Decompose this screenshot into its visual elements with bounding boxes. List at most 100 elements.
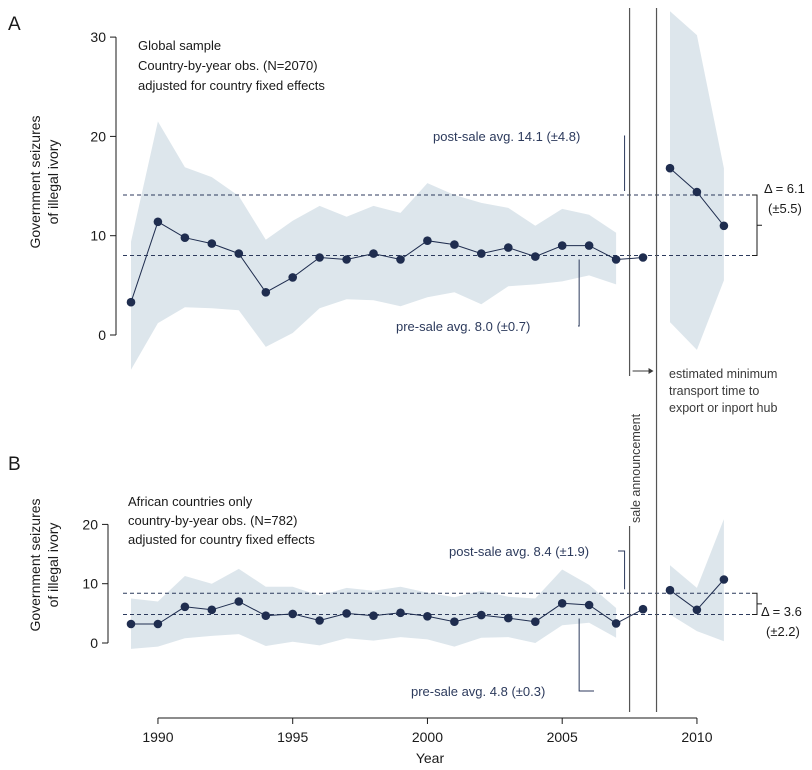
data-point-a-2006 [584, 241, 594, 250]
delta-bracket-b [752, 592, 762, 616]
data-point-b-2008 [638, 604, 648, 614]
y-tick-label-b-0: 0 [90, 635, 98, 651]
data-point-b-1995 [288, 609, 298, 619]
data-point-b-1999 [396, 608, 405, 618]
data-point-a-2003 [504, 243, 513, 252]
post-sale-connector-b [618, 550, 626, 590]
x-tick-label-1990: 1990 [142, 729, 173, 745]
data-point-b-2007 [611, 619, 621, 628]
data-point-a-1991 [180, 233, 190, 242]
panel-b-note-3: adjusted for country fixed effects [128, 532, 315, 547]
y-tick-label-a-30: 30 [90, 29, 106, 45]
data-point-b-2006 [584, 600, 594, 610]
data-point-a-1992 [207, 239, 217, 248]
band-group-b [131, 519, 724, 649]
data-point-b-1990 [153, 619, 163, 629]
data-point-a-1995 [288, 273, 298, 282]
average-guides [123, 194, 762, 616]
data-point-b-2003 [504, 613, 513, 623]
transport-arrow-head [648, 368, 654, 374]
x-tick-label-2005: 2005 [547, 729, 578, 745]
data-point-a-2011 [719, 221, 729, 231]
data-point-b-1993 [234, 597, 244, 606]
panel-letter-a: A [8, 14, 21, 35]
x-tick-label-1995: 1995 [277, 729, 308, 745]
panel-b-note-2: country-by-year obs. (N=782) [128, 513, 297, 528]
panel-a-note-3: adjusted for country fixed effects [138, 78, 325, 93]
pre-sale-label-a: pre-sale avg. 8.0 (±0.7) [396, 319, 530, 334]
y-axis-title-b-line2: of illegal ivory [45, 523, 61, 608]
data-point-b-2010 [692, 605, 702, 615]
y-tick-label-a-20: 20 [90, 128, 106, 144]
data-point-a-2004 [531, 252, 540, 261]
sale-announcement-label: sale announcement [629, 413, 643, 523]
sale-announcement-backdrop [626, 376, 644, 526]
data-point-b-1997 [342, 609, 351, 618]
y-tick-label-b-10: 10 [82, 576, 98, 592]
panel-a-note-1: Global sample [138, 38, 221, 53]
data-point-a-1993 [234, 249, 244, 258]
post-sale-label-b: post-sale avg. 8.4 (±1.9) [449, 544, 589, 559]
transport-note-line1: estimated minimum [669, 367, 777, 381]
transport-note-line2: transport time to [669, 384, 759, 398]
data-point-b-2011 [719, 575, 729, 584]
data-point-a-2005 [557, 241, 567, 250]
data-point-a-1990 [153, 217, 163, 227]
pre-sale-connector-a [578, 259, 580, 327]
delta-label-b-line2: (±2.2) [766, 624, 800, 639]
axes: 0 10 20 30 0 10 20 1990 1995 2000 2005 2010 [82, 29, 712, 745]
data-point-b-2002 [477, 610, 486, 620]
data-point-a-2000 [423, 236, 432, 245]
post-sale-label-a: post-sale avg. 14.1 (±4.8) [433, 129, 580, 144]
post-sale-connector-a [624, 135, 626, 191]
ci-band-b-2 [670, 519, 724, 642]
data-point-b-1992 [207, 605, 217, 615]
data-point-a-1996 [315, 253, 324, 262]
y-tick-label-b-20: 20 [82, 516, 98, 532]
data-point-b-1994 [261, 611, 271, 620]
data-point-a-1989 [126, 297, 136, 307]
data-point-a-1998 [369, 249, 378, 258]
series-line-link-b [615, 608, 644, 624]
panel-letter-b: B [8, 454, 21, 475]
band-group-a [131, 11, 724, 370]
y-axis-title-a-line1: Government seizures [27, 115, 43, 248]
pre-sale-connector-b [578, 618, 594, 692]
data-point-b-2004 [531, 617, 540, 626]
data-point-b-2001 [450, 617, 459, 626]
x-tick-label-2000: 2000 [412, 729, 443, 745]
data-point-a-2008 [638, 253, 648, 262]
ci-band-a-2 [670, 11, 724, 350]
y-axis-title-a-line2: of illegal ivory [45, 140, 61, 225]
ci-band-a-1 [131, 121, 617, 370]
data-point-b-2005 [557, 599, 567, 608]
data-point-a-2007 [611, 255, 621, 264]
data-point-a-1999 [396, 255, 405, 264]
pre-sale-label-b: pre-sale avg. 4.8 (±0.3) [411, 684, 545, 699]
event-lines [628, 8, 658, 712]
ci-band-b-1 [131, 568, 617, 649]
data-point-a-2009 [665, 163, 675, 173]
x-axis-title: Year [416, 750, 445, 766]
delta-label-a-line2: (±5.5) [768, 201, 802, 216]
y-tick-label-a-0: 0 [98, 327, 106, 343]
data-point-a-1997 [342, 255, 351, 264]
data-point-b-1989 [126, 619, 136, 629]
data-point-b-1998 [369, 611, 378, 620]
confidence-bands [131, 11, 724, 649]
delta-label-a-line1: Δ = 6.1 [764, 181, 805, 196]
data-point-a-2010 [692, 187, 702, 197]
panel-b-note-1: African countries only [128, 494, 253, 509]
data-point-b-1996 [315, 616, 324, 625]
delta-bracket-a [752, 194, 762, 257]
data-point-b-2009 [665, 585, 675, 595]
data-series [126, 163, 729, 629]
annotations [578, 135, 654, 692]
x-tick-label-2010: 2010 [681, 729, 712, 745]
series-line-link-a [616, 257, 644, 261]
data-point-b-1991 [180, 602, 190, 612]
y-axis-title-b-line1: Government seizures [27, 498, 43, 631]
data-point-b-2000 [423, 612, 432, 621]
data-point-a-1994 [261, 288, 271, 297]
